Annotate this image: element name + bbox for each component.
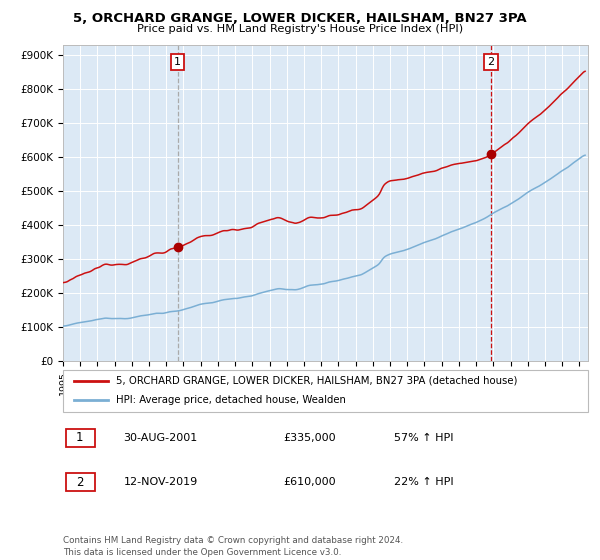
Text: 2: 2 [488,57,494,67]
Text: 2: 2 [76,475,83,488]
Text: 5, ORCHARD GRANGE, LOWER DICKER, HAILSHAM, BN27 3PA: 5, ORCHARD GRANGE, LOWER DICKER, HAILSHA… [73,12,527,25]
Text: 5, ORCHARD GRANGE, LOWER DICKER, HAILSHAM, BN27 3PA (detached house): 5, ORCHARD GRANGE, LOWER DICKER, HAILSHA… [115,376,517,386]
Text: 57% ↑ HPI: 57% ↑ HPI [394,433,453,443]
Text: HPI: Average price, detached house, Wealden: HPI: Average price, detached house, Weal… [115,395,346,405]
Text: 1: 1 [76,431,83,444]
Text: Price paid vs. HM Land Registry's House Price Index (HPI): Price paid vs. HM Land Registry's House … [137,24,463,34]
Text: 12-NOV-2019: 12-NOV-2019 [124,477,197,487]
FancyBboxPatch shape [65,473,95,491]
Text: 30-AUG-2001: 30-AUG-2001 [124,433,197,443]
Text: £335,000: £335,000 [284,433,336,443]
Text: Contains HM Land Registry data © Crown copyright and database right 2024.
This d: Contains HM Land Registry data © Crown c… [63,536,403,557]
Text: £610,000: £610,000 [284,477,336,487]
FancyBboxPatch shape [65,428,95,447]
Text: 1: 1 [174,57,181,67]
FancyBboxPatch shape [63,370,588,412]
Text: 22% ↑ HPI: 22% ↑ HPI [394,477,454,487]
